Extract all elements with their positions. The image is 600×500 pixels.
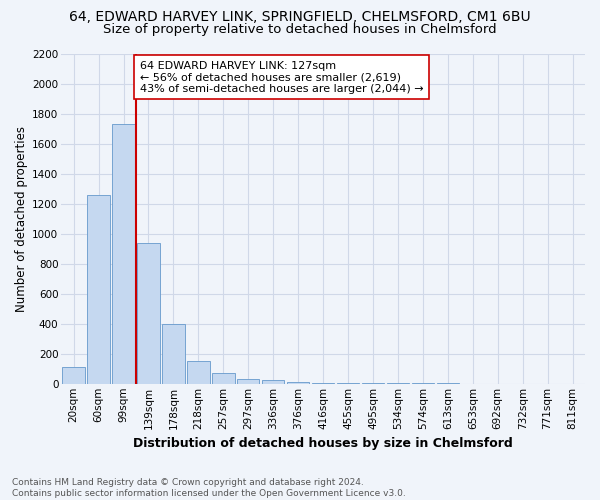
Bar <box>212 372 235 384</box>
Text: 64 EDWARD HARVEY LINK: 127sqm
← 56% of detached houses are smaller (2,619)
43% o: 64 EDWARD HARVEY LINK: 127sqm ← 56% of d… <box>140 60 424 94</box>
Bar <box>262 380 284 384</box>
Bar <box>137 243 160 384</box>
Text: Contains HM Land Registry data © Crown copyright and database right 2024.
Contai: Contains HM Land Registry data © Crown c… <box>12 478 406 498</box>
Bar <box>187 362 209 384</box>
X-axis label: Distribution of detached houses by size in Chelmsford: Distribution of detached houses by size … <box>133 437 513 450</box>
Bar <box>237 378 259 384</box>
Bar <box>312 382 334 384</box>
Y-axis label: Number of detached properties: Number of detached properties <box>15 126 28 312</box>
Bar <box>88 195 110 384</box>
Bar <box>112 124 135 384</box>
Bar <box>362 383 384 384</box>
Bar <box>337 383 359 384</box>
Text: Size of property relative to detached houses in Chelmsford: Size of property relative to detached ho… <box>103 22 497 36</box>
Bar <box>287 382 310 384</box>
Bar <box>62 366 85 384</box>
Bar <box>162 324 185 384</box>
Text: 64, EDWARD HARVEY LINK, SPRINGFIELD, CHELMSFORD, CM1 6BU: 64, EDWARD HARVEY LINK, SPRINGFIELD, CHE… <box>69 10 531 24</box>
